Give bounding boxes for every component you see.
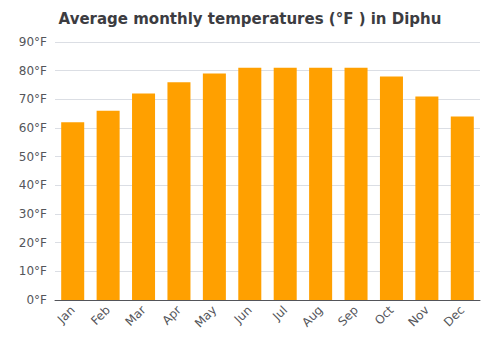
svg-text:Sep: Sep <box>335 303 361 329</box>
svg-text:Oct: Oct <box>372 303 397 328</box>
svg-text:Apr: Apr <box>159 303 184 328</box>
svg-text:70°F: 70°F <box>19 92 47 106</box>
svg-text:80°F: 80°F <box>19 64 47 78</box>
svg-text:Feb: Feb <box>88 303 113 328</box>
svg-text:Nov: Nov <box>405 303 431 329</box>
svg-text:Aug: Aug <box>299 303 325 329</box>
svg-text:Jul: Jul <box>269 303 290 324</box>
svg-text:20°F: 20°F <box>19 236 47 250</box>
svg-text:Dec: Dec <box>441 303 467 329</box>
svg-text:0°F: 0°F <box>26 293 47 307</box>
svg-text:30°F: 30°F <box>19 207 47 221</box>
svg-text:90°F: 90°F <box>19 35 47 49</box>
svg-text:Mar: Mar <box>123 303 149 329</box>
svg-text:Jan: Jan <box>54 303 78 327</box>
svg-text:Jun: Jun <box>231 303 255 327</box>
svg-text:May: May <box>192 303 219 330</box>
svg-text:10°F: 10°F <box>19 264 47 278</box>
svg-text:40°F: 40°F <box>19 178 47 192</box>
svg-text:50°F: 50°F <box>19 150 47 164</box>
svg-text:60°F: 60°F <box>19 121 47 135</box>
svg-text:Average monthly temperatures (: Average monthly temperatures (°F ) in Di… <box>59 10 442 28</box>
